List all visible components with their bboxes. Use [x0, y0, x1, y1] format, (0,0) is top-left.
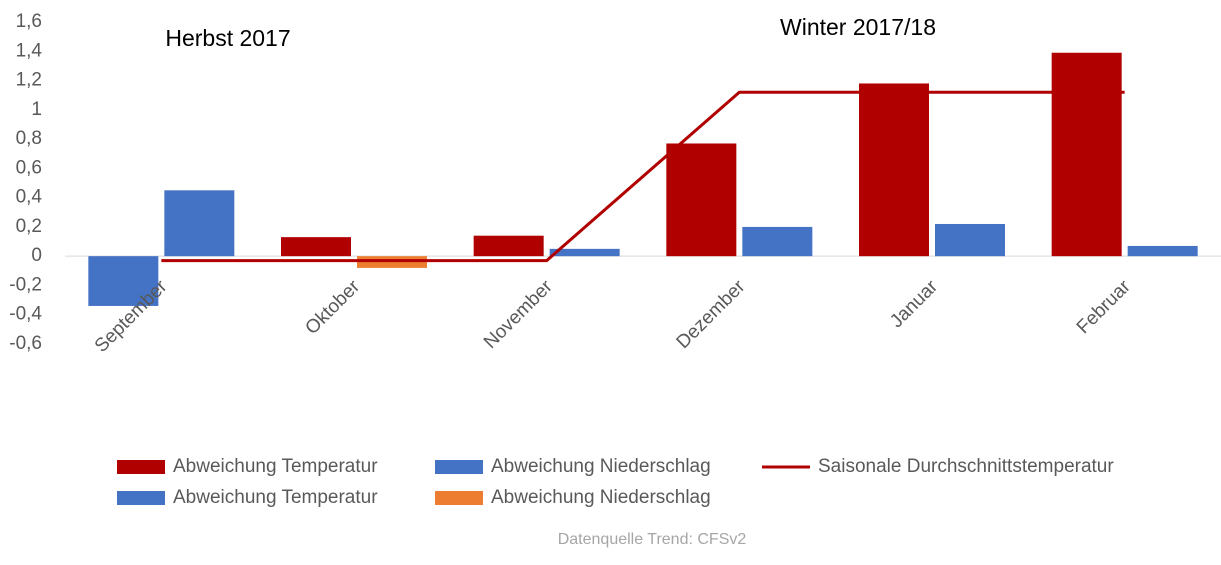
- y-tick-label: 1,6: [16, 11, 42, 32]
- legend-swatch: [117, 460, 165, 474]
- line: [161, 90, 1125, 263]
- y-tick-label: 0: [31, 245, 42, 266]
- annotation: Winter 2017/18: [780, 14, 936, 40]
- y-tick-label: 0,6: [16, 157, 42, 178]
- legend-label: Abweichung Temperatur: [173, 456, 378, 477]
- y-tick-label: 1,2: [16, 70, 42, 91]
- y-tick-label: -0,6: [9, 333, 42, 354]
- legend-label: Abweichung Niederschlag: [491, 456, 711, 477]
- legend-label: Saisonale Durchschnittstemperatur: [818, 456, 1114, 477]
- y-tick-label: 0,8: [16, 128, 42, 149]
- bar: [549, 248, 620, 257]
- source-note: Datenquelle Trend: CFSv2: [558, 531, 747, 548]
- x-tick-label: Oktober: [301, 276, 364, 339]
- bar: [1127, 245, 1198, 257]
- bar: [742, 226, 813, 257]
- legend-swatch: [435, 460, 483, 474]
- y-tick-label: 0,4: [16, 187, 43, 208]
- bar: [666, 143, 737, 257]
- bar: [1051, 52, 1122, 257]
- x-tick-label: Dezember: [673, 276, 750, 353]
- y-tick-label: -0,2: [9, 274, 42, 295]
- bar: [281, 237, 351, 257]
- bar: [935, 223, 1005, 257]
- bar: [88, 256, 159, 306]
- bar: [859, 83, 929, 257]
- y-tick-label: 1,4: [16, 40, 43, 61]
- legend-label: Abweichung Niederschlag: [491, 487, 711, 508]
- x-tick-label: Januar: [886, 276, 942, 332]
- bar: [473, 235, 544, 257]
- legend-swatch: [117, 491, 165, 505]
- y-tick-label: 1: [31, 99, 42, 120]
- y-tick-label: 0,2: [16, 216, 42, 237]
- bar: [164, 190, 235, 257]
- y-tick-label: -0,4: [9, 304, 42, 325]
- x-tick-label: November: [480, 276, 557, 353]
- x-tick-label: Februar: [1073, 276, 1135, 338]
- legend-swatch: [435, 491, 483, 505]
- legend-label: Abweichung Temperatur: [173, 487, 378, 508]
- annotation: Herbst 2017: [165, 25, 290, 51]
